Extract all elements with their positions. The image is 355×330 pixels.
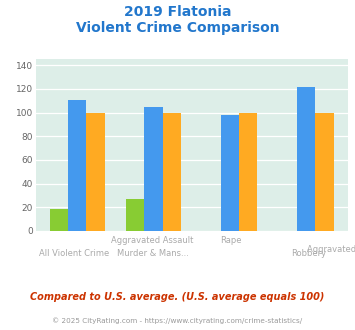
Text: All Violent Crime: All Violent Crime (39, 249, 110, 258)
Bar (163, 113, 181, 231)
Text: Murder & Mans...: Murder & Mans... (117, 249, 189, 258)
Text: Violent Crime Comparison: Violent Crime Comparison (76, 21, 279, 35)
Bar (144, 107, 163, 231)
Bar (315, 113, 334, 231)
Text: Rape: Rape (220, 236, 241, 245)
Text: 2019 Flatonia: 2019 Flatonia (124, 5, 231, 19)
Bar (68, 100, 86, 231)
Text: Compared to U.S. average. (U.S. average equals 100): Compared to U.S. average. (U.S. average … (30, 292, 325, 302)
Text: Aggravated Assault: Aggravated Assault (307, 245, 355, 254)
Text: © 2025 CityRating.com - https://www.cityrating.com/crime-statistics/: © 2025 CityRating.com - https://www.city… (53, 317, 302, 324)
Text: Aggravated Assault: Aggravated Assault (111, 236, 194, 245)
Bar (297, 86, 315, 231)
Bar (126, 199, 144, 231)
Bar (86, 113, 105, 231)
Bar (50, 209, 68, 231)
Bar (239, 113, 257, 231)
Bar (221, 115, 239, 231)
Text: Robbery: Robbery (291, 249, 326, 258)
